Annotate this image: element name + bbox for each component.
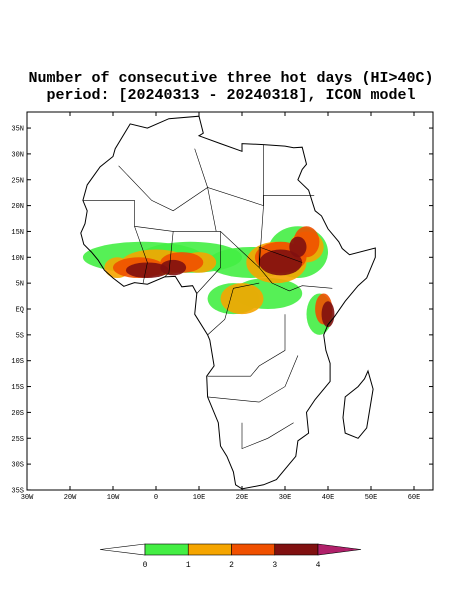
- title: Number of consecutive three hot days (HI…: [28, 70, 433, 87]
- lat-label: 25N: [11, 177, 24, 185]
- border: [207, 355, 299, 403]
- colorbar-label: 1: [186, 561, 191, 570]
- heat-area: [220, 283, 264, 315]
- map: [80, 115, 376, 490]
- lat-label: EQ: [16, 307, 24, 315]
- lat-label: 30S: [11, 462, 24, 470]
- colorbar-label: 2: [229, 561, 234, 570]
- lon-label: 40E: [322, 494, 335, 502]
- border: [207, 282, 260, 336]
- lat-label: 20S: [11, 410, 24, 418]
- colorbar-label: 3: [272, 561, 277, 570]
- lon-label: 20W: [64, 494, 77, 502]
- heat-area: [125, 262, 169, 278]
- border: [196, 231, 221, 294]
- heat-area: [160, 259, 187, 276]
- colorbar: 0 1 2 3 4: [99, 543, 362, 570]
- axes: 35N 30N 25N 20N 15N 10N 5N EQ 5S 10S 15S 20S 25S 30S 3…: [11, 112, 433, 502]
- lat-label: 35N: [11, 126, 24, 134]
- lon-label: 20E: [236, 494, 249, 502]
- colorbar-label: 0: [143, 561, 148, 570]
- colorbar-segment: [144, 543, 189, 556]
- heat-area: [321, 301, 335, 328]
- lon-label: 30E: [279, 494, 292, 502]
- border: [164, 231, 174, 278]
- colorbar-segment: [274, 543, 319, 556]
- lat-label: 5S: [16, 332, 24, 340]
- border: [207, 314, 286, 377]
- border: [258, 267, 333, 292]
- colorbar-segment: [187, 543, 232, 556]
- lat-label: 5N: [16, 281, 24, 289]
- colorbar-segment: [231, 543, 276, 556]
- lon-label: 60E: [408, 494, 421, 502]
- border: [241, 422, 294, 450]
- lat-label: 15S: [11, 384, 24, 392]
- lon-label: 30W: [21, 494, 34, 502]
- lat-label: 35S: [11, 487, 24, 495]
- border: [258, 144, 264, 268]
- lon-label: 50E: [365, 494, 378, 502]
- heat-area: [289, 236, 307, 258]
- lat-label: 10N: [11, 255, 24, 263]
- lat-label: 30N: [11, 151, 24, 159]
- lat-label: 10S: [11, 358, 24, 366]
- heat-area: [259, 249, 303, 276]
- subtitle: period: [20240313 - 20240318], ICON mode…: [46, 87, 415, 104]
- lon-label: 10E: [193, 494, 206, 502]
- lat-label: 15N: [11, 229, 24, 237]
- border: [118, 165, 315, 212]
- border: [82, 200, 303, 269]
- colorbar-end: [317, 543, 362, 556]
- border: [134, 226, 148, 284]
- border: [194, 148, 217, 232]
- colorbar-end: [99, 543, 146, 556]
- lon-label: 10W: [107, 494, 120, 502]
- coastline: [80, 115, 376, 490]
- map-frame: [26, 111, 434, 491]
- lat-label: 20N: [11, 203, 24, 211]
- colorbar-label: 4: [316, 561, 321, 570]
- lat-label: 25S: [11, 436, 24, 444]
- lon-label: 0: [154, 494, 158, 502]
- coastline: [342, 369, 374, 439]
